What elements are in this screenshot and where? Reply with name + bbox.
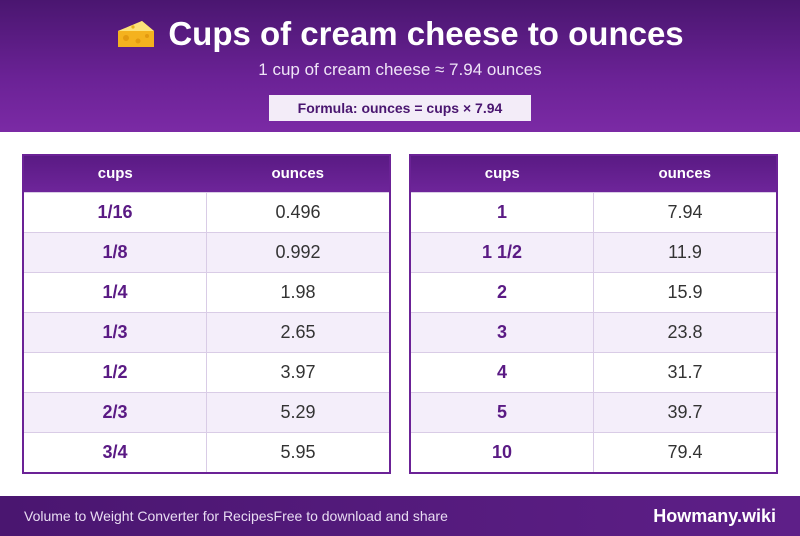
table-row: 5 39.7 <box>411 391 776 432</box>
table-row: 1 1/2 11.9 <box>411 231 776 272</box>
table-row: 2 15.9 <box>411 271 776 312</box>
page-title: Cups of cream cheese to ounces <box>0 14 800 54</box>
cups-cell: 1/2 <box>24 351 207 392</box>
table-header-row: cups ounces <box>24 156 389 192</box>
footer-caption-share: Free to download and share <box>273 508 448 524</box>
cups-cell: 1/8 <box>24 231 207 272</box>
conversion-table-right: cups ounces 1 7.94 1 1/2 11.9 2 15.9 3 23.8 … <box>409 154 778 474</box>
ounces-cell: 31.7 <box>593 351 776 392</box>
cups-cell: 3/4 <box>24 431 207 472</box>
cups-cell: 1/16 <box>24 191 207 232</box>
cups-cell: 1/3 <box>24 311 207 352</box>
header: Cups of cream cheese to ounces 1 cup of … <box>0 0 800 132</box>
ounces-cell: 23.8 <box>593 311 776 352</box>
page-title-text: Cups of cream cheese to ounces <box>168 15 684 52</box>
cheese-icon <box>118 21 155 47</box>
ounces-cell: 5.29 <box>206 391 389 432</box>
ounces-cell: 3.97 <box>206 351 389 392</box>
ounces-cell: 11.9 <box>593 231 776 272</box>
table-row: 2/3 5.29 <box>24 391 389 432</box>
subtitle: 1 cup of cream cheese ≈ 7.94 ounces <box>258 60 542 79</box>
cups-cell: 1 <box>411 191 594 232</box>
cups-cell: 3 <box>411 311 594 352</box>
ounces-cell: 0.992 <box>206 231 389 272</box>
ounces-cell: 2.65 <box>206 311 389 352</box>
footer: Volume to Weight Converter for RecipesFr… <box>0 496 800 536</box>
ounces-cell: 1.98 <box>206 271 389 312</box>
ounces-cell: 15.9 <box>593 271 776 312</box>
table-row: 4 31.7 <box>411 351 776 392</box>
table-row: 1/3 2.65 <box>24 311 389 352</box>
table-row: 3 23.8 <box>411 311 776 352</box>
footer-brand-logo[interactable]: Howmany.wiki <box>653 506 776 526</box>
cups-cell: 1 1/2 <box>411 231 594 272</box>
column-header-cups: cups <box>24 156 207 192</box>
footer-caption-converter: Volume to Weight Converter for Recipes <box>24 508 274 524</box>
table-row: 10 79.4 <box>411 431 776 472</box>
table-row: 1/4 1.98 <box>24 271 389 312</box>
ounces-cell: 39.7 <box>593 391 776 432</box>
cups-cell: 5 <box>411 391 594 432</box>
conversion-table-left: cups ounces 1/16 0.496 1/8 0.992 1/4 1.98 1… <box>22 154 391 474</box>
cups-cell: 2 <box>411 271 594 312</box>
ounces-cell: 5.95 <box>206 431 389 472</box>
table-row: 1/8 0.992 <box>24 231 389 272</box>
table-header-row: cups ounces <box>411 156 776 192</box>
ounces-cell: 0.496 <box>206 191 389 232</box>
formula-badge: Formula: ounces = cups × 7.94 <box>269 95 531 121</box>
column-header-ounces: ounces <box>593 156 776 192</box>
table-row: 1/16 0.496 <box>24 191 389 232</box>
cups-cell: 10 <box>411 431 594 472</box>
table-row: 1 7.94 <box>411 191 776 232</box>
cups-cell: 4 <box>411 351 594 392</box>
cups-cell: 1/4 <box>24 271 207 312</box>
column-header-cups: cups <box>411 156 594 192</box>
cups-cell: 2/3 <box>24 391 207 432</box>
column-header-ounces: ounces <box>206 156 389 192</box>
table-row: 1/2 3.97 <box>24 351 389 392</box>
footer-caption: Volume to Weight Converter for RecipesFr… <box>24 508 448 524</box>
ounces-cell: 79.4 <box>593 431 776 472</box>
table-row: 3/4 5.95 <box>24 431 389 472</box>
ounces-cell: 7.94 <box>593 191 776 232</box>
